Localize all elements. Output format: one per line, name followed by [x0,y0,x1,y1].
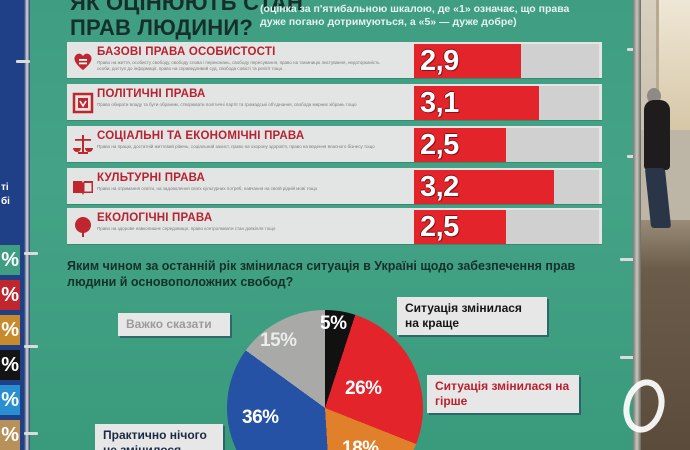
pie-label-hard: 15% [260,330,297,351]
rights-description: Право на отримання освіти, на задоволенн… [97,186,318,191]
score-bar-track: 2,5 [414,210,599,244]
pie-label-orange: 18% [342,438,379,450]
book-icon [73,181,93,195]
callout-nothing-changed: Практично нічого не змінилося [95,424,223,450]
scales-icon [73,135,93,154]
score-bar-track: 3,1 [414,86,599,120]
logo-watermark-icon [623,379,665,433]
score-value: 2,9 [420,45,459,77]
pie-question: Яким чином за останній рік змінилася сит… [67,259,576,289]
rights-row: КУЛЬТУРНІ ПРАВА Право на отримання освіт… [67,168,602,204]
rights-title: СОЦІАЛЬНІ ТА ЕКОНОМІЧНІ ПРАВА [97,130,305,142]
score-bar: 2,5 [414,210,506,244]
callout-hard-to-say: Важко сказати [118,313,230,336]
left-banner-edge [24,0,30,450]
left-chip: % [0,420,20,450]
callout-worse: Ситуація змінилася на гірше [427,375,579,413]
left-chip: % [0,315,20,345]
left-chip: % [0,385,20,415]
left-chip: % [0,245,20,275]
callout-better: Ситуація змінилася на краще [397,297,547,335]
clip [620,356,634,359]
left-banner-text: ті [1,182,9,193]
rights-title: ПОЛІТИЧНІ ПРАВА [97,88,206,100]
left-chip: % [0,350,20,380]
person-body [644,100,670,170]
score-bar: 2,9 [414,44,521,78]
score-value: 3,1 [420,87,459,119]
banner-pole [633,0,641,450]
title-line-1: ЯК ОЦІНЮЮТЬ СТАН [70,0,304,15]
clip [24,345,38,348]
score-bar-track: 2,9 [414,44,599,78]
pie-label-worse: 26% [345,378,382,399]
left-banner-text: бі [1,196,10,207]
clip [24,252,38,255]
rights-description: Право на працю, достатній життєвий рівен… [97,144,375,149]
clip [620,258,634,261]
pie-label-nothing: 36% [242,407,279,428]
rights-row: ПОЛІТИЧНІ ПРАВА Право обирати владу та б… [67,84,602,120]
rights-description: Право обирати владу та бути обраним, ств… [97,102,357,107]
left-chip: % [0,280,20,310]
rights-row: БАЗОВІ ПРАВА ОСОБИСТОСТІ Право на життя,… [67,42,602,78]
pie-label-better: 5% [320,313,347,334]
rights-title: КУЛЬТУРНІ ПРАВА [97,172,206,184]
score-bar: 3,1 [414,86,539,120]
title-line-2: ПРАВ ЛЮДИНИ? [70,15,254,40]
score-value: 2,5 [420,211,459,243]
score-bar: 2,5 [414,128,506,162]
score-bar-track: 2,5 [414,128,599,162]
ballot-check-icon [72,92,94,114]
hallway-background [640,0,690,450]
rights-description: Право на здорове навколишнє середовище, … [97,226,276,231]
clip [24,432,38,435]
score-value: 2,5 [420,129,459,161]
rights-title: ЕКОЛОГІЧНІ ПРАВА [97,212,213,224]
poster-banner: ЯК ОЦІНЮЮТЬ СТАН ПРАВ ЛЮДИНИ? (оцінка за… [16,0,641,450]
score-bar: 3,2 [414,170,554,204]
tree-icon [75,217,91,237]
rights-row: СОЦІАЛЬНІ ТА ЕКОНОМІЧНІ ПРАВА Право на п… [67,126,602,162]
score-bar-track: 3,2 [414,170,599,204]
poster-subtitle: (оцінка за п'ятибальною шкалою, де «1» о… [260,3,570,28]
clip [16,60,30,63]
score-value: 3,2 [420,171,459,203]
rights-description: Право на життя, особисту свободу, свобод… [97,60,380,71]
rights-title: БАЗОВІ ПРАВА ОСОБИСТОСТІ [97,46,276,58]
rights-row: ЕКОЛОГІЧНІ ПРАВА Право на здорове навкол… [67,208,602,244]
poster-title: ЯК ОЦІНЮЮТЬ СТАН ПРАВ ЛЮДИНИ? [70,0,303,39]
heart-equal-icon [74,53,92,70]
